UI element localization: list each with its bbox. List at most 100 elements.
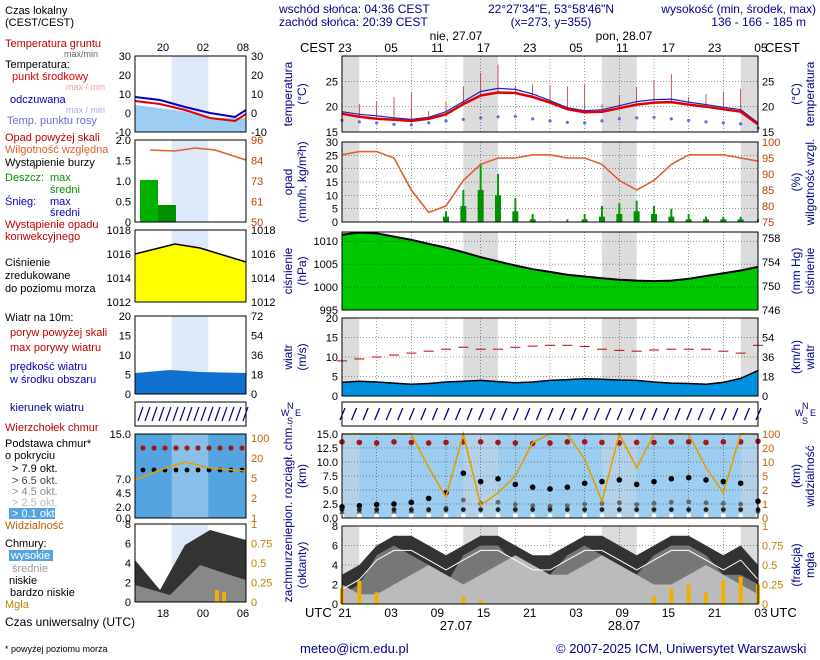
tz-left: CEST <box>300 40 335 55</box>
cloud-base-dot-mid <box>651 501 657 506</box>
legend-pressure-tick: 1018 <box>107 225 131 237</box>
cloud-cover-panel: 0 2 4 6 8 0 0.25 0.5 0.75 1 <box>332 521 784 611</box>
legend-apparent-line <box>134 96 247 119</box>
legend-wind-arrow <box>221 406 228 422</box>
legend-visibility-tick: 1 <box>251 513 257 525</box>
legend-wind-arrow <box>193 406 200 422</box>
y-tick-label: 4 <box>332 560 338 572</box>
legend-precip-conv1: Wystąpienie opadu <box>5 219 98 231</box>
pressure-panel: 995 1000 1005 1010 746 750 754 758 <box>314 231 780 317</box>
y-tick-label: 0.25 <box>762 580 783 592</box>
legend-cloud-top-dot <box>239 445 245 451</box>
legend-precip-tick: 1.5 <box>116 156 131 168</box>
wind-arrow <box>755 407 762 421</box>
legend-humidity-tick: 50 <box>251 217 263 229</box>
rain-mean-bar <box>581 219 588 222</box>
y-tick-label: 15 <box>326 177 338 189</box>
legend-apparent-minmax: max / min <box>66 105 105 115</box>
legend-temp-tick: 0 <box>251 108 257 120</box>
local-hour-tick: 11 <box>616 41 629 55</box>
cloud-base-dot-thin <box>478 513 484 519</box>
wind-speed-line <box>341 369 759 386</box>
local-hour-tick: 23 <box>338 41 352 55</box>
copyright-link[interactable]: © 2007-2025 ICM, Uniwersytet Warszawski <box>556 641 807 656</box>
y-tick-label: 15 <box>762 127 774 139</box>
legend-rain: Deszcz: <box>5 172 44 184</box>
legend-cloudbase-panel: 0.02.0 4.5 7.0 15.0 1 2 5 20 100 <box>110 429 270 525</box>
axis-title-left: opad <box>281 169 295 196</box>
compass-letter: N <box>287 401 294 411</box>
legend-wind-arrow <box>207 406 214 422</box>
date1-label: 27.07 <box>440 618 473 633</box>
axis-title-right: (mm Hg) <box>789 248 803 295</box>
rain-max-bar <box>687 214 690 222</box>
legend-temp-tick: 20 <box>119 70 131 82</box>
wind-arrow <box>651 407 658 421</box>
cloud-base-dot-thin <box>651 513 657 519</box>
rain-mean-bar <box>720 219 727 222</box>
legend-cloud-top-dot <box>206 445 212 451</box>
legend-wind-arrow <box>214 406 221 422</box>
cloud-base-dot-thin <box>720 513 726 519</box>
y-tick-label: 100 <box>762 429 780 441</box>
legend-local-time: Czas lokalny <box>5 5 68 17</box>
y-tick-label: 2 <box>762 485 768 497</box>
cloud-base-dot-low <box>651 507 657 512</box>
y-tick-label: 1000 <box>314 282 338 294</box>
legend-pressure-fill <box>135 244 246 302</box>
wind-arrow <box>547 407 554 421</box>
wind-arrow <box>593 407 600 421</box>
cloud-base-dot-mid <box>582 501 588 507</box>
y-tick-label: 750 <box>762 281 780 293</box>
cloud-base-dot-low <box>564 507 570 512</box>
legend-fog: Mgła <box>5 599 30 611</box>
legend-cloud-base-dot <box>195 467 201 473</box>
wind-arrow <box>408 407 415 421</box>
utc-hour-tick: 09 <box>616 606 630 620</box>
legend-humidity-tick: 84 <box>251 156 263 168</box>
local-hour-ticks: 23 05 11 17 23 05 11 17 23 05 <box>338 41 768 55</box>
legend-wind-arrow <box>186 406 193 422</box>
wind-panel-frame <box>341 317 759 397</box>
wind-arrow <box>501 407 508 421</box>
legend-cloud-tick: 4 <box>125 558 131 570</box>
legend-temp-tick: 10 <box>119 89 131 101</box>
utc-hour-tick: 03 <box>754 606 768 620</box>
legend-precip-conv2: konwekcyjnego <box>5 231 80 243</box>
cloud-base-dot-thin <box>564 513 570 519</box>
dew-point-dot <box>704 120 708 124</box>
legend-precip-panel-frame <box>134 139 247 223</box>
night-band <box>740 434 758 518</box>
apparent-temp-line <box>341 87 759 124</box>
cloud-base-dot-mid <box>564 503 570 509</box>
legend-rain-bar <box>158 205 176 222</box>
cloud-top-dot <box>633 439 640 446</box>
wind-arrow <box>454 407 462 421</box>
axis-title-right: wilgotność wzgl. <box>803 139 817 227</box>
tz-right: CEST <box>765 40 800 55</box>
axis-title-left: zachmurzenie <box>281 527 295 602</box>
legend-wind-tick-kmh: 0 <box>251 389 257 401</box>
wind-arrow <box>535 407 543 421</box>
wind-arrow <box>639 407 647 421</box>
rain-max-bar <box>618 203 621 222</box>
utc-hour-tick: 09 <box>431 606 445 620</box>
axis-title-right: (frakcja) <box>789 543 803 586</box>
legend-wind-tick-kmh: 72 <box>251 311 263 323</box>
legend-precip-tick: 0.5 <box>116 197 131 209</box>
legend-fog-bar <box>222 592 226 602</box>
legend-wind-arrow <box>228 406 235 422</box>
cloud-base-dot-low <box>686 507 692 512</box>
legend-storm: Wystąpienie burzy <box>5 157 95 169</box>
temperature-panel: 15 20 25 15 20 25 <box>326 55 774 139</box>
cloud-base-dot-mid <box>720 501 726 506</box>
legend-rain-bar <box>140 180 158 222</box>
wind-arrow <box>720 407 727 421</box>
night-band <box>342 142 360 222</box>
legend-cloud-top: Wierzchołek chmur <box>5 422 99 434</box>
wind-arrow <box>524 407 531 421</box>
email-link[interactable]: meteo@icm.edu.pl <box>300 641 409 656</box>
y-tick-label: 7.5 <box>323 471 338 483</box>
legend-cloud-top-dot <box>151 445 157 451</box>
